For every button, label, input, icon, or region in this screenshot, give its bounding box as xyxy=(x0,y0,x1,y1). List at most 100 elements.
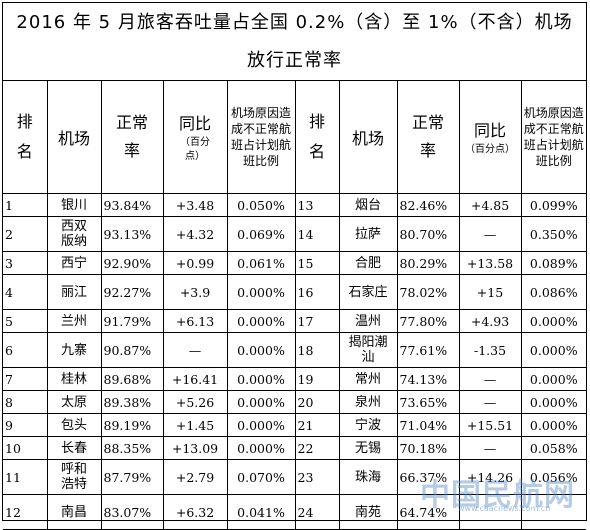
rank-cell: 15 xyxy=(294,251,340,275)
rate-cell: 64.74% xyxy=(396,494,460,530)
yoy-cell xyxy=(458,494,522,530)
header-rate-left: 正常率 xyxy=(100,81,164,194)
airport-cell: 兰州 xyxy=(46,309,102,333)
rate-cell: 90.87% xyxy=(100,332,164,368)
rank-cell: 12 xyxy=(3,494,48,530)
pct-cell: 0.000% xyxy=(226,436,296,460)
rate-cell: 89.19% xyxy=(100,413,164,437)
table-title: 2016 年 5 月旅客吞吐量占全国 0.2%（含）至 1%（不含）机场放行正常… xyxy=(3,3,586,81)
rate-cell: 87.79% xyxy=(100,459,164,495)
rank-cell: 18 xyxy=(294,332,340,368)
rank-cell: 2 xyxy=(3,216,48,252)
yoy-cell: +6.13 xyxy=(162,309,228,333)
airport-cell: 银川 xyxy=(46,193,102,217)
header-pct-right: 机场原因造成不正常航班占计划航班比例 xyxy=(520,81,586,194)
rank-cell: 10 xyxy=(3,436,48,460)
airport-cell: 西双版纳 xyxy=(46,216,102,252)
table-row: 9 包头 89.19% +1.45 0.000% 21 宁波 71.04% +15.51 0.00… xyxy=(3,413,586,437)
rank-cell: 6 xyxy=(3,332,48,368)
rate-cell: 73.65% xyxy=(396,390,460,414)
rate-cell: 83.07% xyxy=(100,494,164,530)
pct-cell: 0.000% xyxy=(520,413,586,437)
rank-cell: 20 xyxy=(294,390,340,414)
yoy-cell: +15.51 xyxy=(458,413,522,437)
rate-cell: 93.13% xyxy=(100,216,164,252)
rate-cell: 66.37% xyxy=(396,459,460,495)
pct-cell: 0.050% xyxy=(226,193,296,217)
yoy-cell: +3.48 xyxy=(162,193,228,217)
rank-cell: 24 xyxy=(294,494,340,530)
rate-cell: 92.90% xyxy=(100,251,164,275)
yoy-cell: — xyxy=(458,216,522,252)
airport-cell: 长春 xyxy=(46,436,102,460)
pct-cell: 0.061% xyxy=(226,251,296,275)
rank-cell: 9 xyxy=(3,413,48,437)
punctuality-table: 排名 机场 正常率 同比 （百分点） 机场原因造成不正常航班占计划航班比例 排名 … xyxy=(3,81,586,530)
yoy-cell: -1.35 xyxy=(458,332,522,368)
pct-cell: 0.058% xyxy=(520,436,586,460)
table-row: 10 长春 88.35% +13.09 0.000% 22 无锡 70.18% —0.058% xyxy=(3,436,586,460)
pct-cell: 0.000% xyxy=(520,332,586,368)
airport-cell: 九寨 xyxy=(46,332,102,368)
rate-cell: 70.18% xyxy=(396,436,460,460)
pct-cell: 0.000% xyxy=(226,413,296,437)
rate-cell: 92.27% xyxy=(100,274,164,310)
table-row: 3 西宁 92.90% +0.99 0.061% 15 合肥 80.29% +13.58 0.08… xyxy=(3,251,586,275)
airport-cell: 石家庄 xyxy=(338,274,398,310)
rank-cell: 11 xyxy=(3,459,48,495)
pct-cell: 0.070% xyxy=(226,459,296,495)
yoy-cell: +2.79 xyxy=(162,459,228,495)
pct-cell: 0.000% xyxy=(520,367,586,391)
airport-cell: 西宁 xyxy=(46,251,102,275)
pct-cell: 0.000% xyxy=(226,332,296,368)
yoy-cell: +5.26 xyxy=(162,390,228,414)
pct-cell: 0.000% xyxy=(226,367,296,391)
header-airport-right: 机场 xyxy=(338,81,398,194)
header-rate-right: 正常率 xyxy=(396,81,460,194)
pct-cell: 0.000% xyxy=(226,274,296,310)
pct-cell: 0.000% xyxy=(520,390,586,414)
rate-cell: 82.46% xyxy=(396,193,460,217)
rank-cell: 19 xyxy=(294,367,340,391)
yoy-cell: +14.26 xyxy=(458,459,522,495)
table-row: 6 九寨 90.87% —0.000% 18 揭阳潮汕 77.61% -1.35 0.000% xyxy=(3,332,586,368)
yoy-cell: +0.99 xyxy=(162,251,228,275)
rate-cell: 80.29% xyxy=(396,251,460,275)
yoy-cell: +13.58 xyxy=(458,251,522,275)
yoy-cell: +3.9 xyxy=(162,274,228,310)
pct-cell: 0.350% xyxy=(520,216,586,252)
rate-cell: 89.68% xyxy=(100,367,164,391)
pct-cell: 0.086% xyxy=(520,274,586,310)
rate-cell: 88.35% xyxy=(100,436,164,460)
yoy-cell: — xyxy=(458,367,522,391)
airport-cell: 太原 xyxy=(46,390,102,414)
pct-cell: 0.000% xyxy=(520,309,586,333)
table-row: 4 丽江 92.27% +3.9 0.000% 16 石家庄 78.02% +15 0.086% xyxy=(3,274,586,310)
rank-cell: 8 xyxy=(3,390,48,414)
rank-cell: 1 xyxy=(3,193,48,217)
yoy-cell: +16.41 xyxy=(162,367,228,391)
airport-cell: 丽江 xyxy=(46,274,102,310)
yoy-cell: +4.85 xyxy=(458,193,522,217)
airport-cell: 珠海 xyxy=(338,459,398,495)
rate-cell: 77.80% xyxy=(396,309,460,333)
pct-cell: 0.056% xyxy=(520,459,586,495)
table-body: 1 银川 93.84% +3.48 0.050% 13 烟台 82.46% +4.85 0.099… xyxy=(3,193,586,530)
rank-cell: 22 xyxy=(294,436,340,460)
rank-cell: 23 xyxy=(294,459,340,495)
pct-cell: 0.089% xyxy=(520,251,586,275)
yoy-cell: +15 xyxy=(458,274,522,310)
table-row: 7 桂林 89.68% +16.41 0.000% 19 常州 74.13% —0.000% xyxy=(3,367,586,391)
airport-cell: 温州 xyxy=(338,309,398,333)
rate-cell: 71.04% xyxy=(396,413,460,437)
yoy-cell: +4.32 xyxy=(162,216,228,252)
rate-cell: 74.13% xyxy=(396,367,460,391)
table-row: 12 南昌 83.07% +6.32 0.041% 24 南苑 64.74% xyxy=(3,494,586,530)
airport-cell: 呼和浩特 xyxy=(46,459,102,495)
rank-cell: 13 xyxy=(294,193,340,217)
rank-cell: 16 xyxy=(294,274,340,310)
pct-cell xyxy=(520,494,586,530)
rank-cell: 5 xyxy=(3,309,48,333)
airport-cell: 烟台 xyxy=(338,193,398,217)
